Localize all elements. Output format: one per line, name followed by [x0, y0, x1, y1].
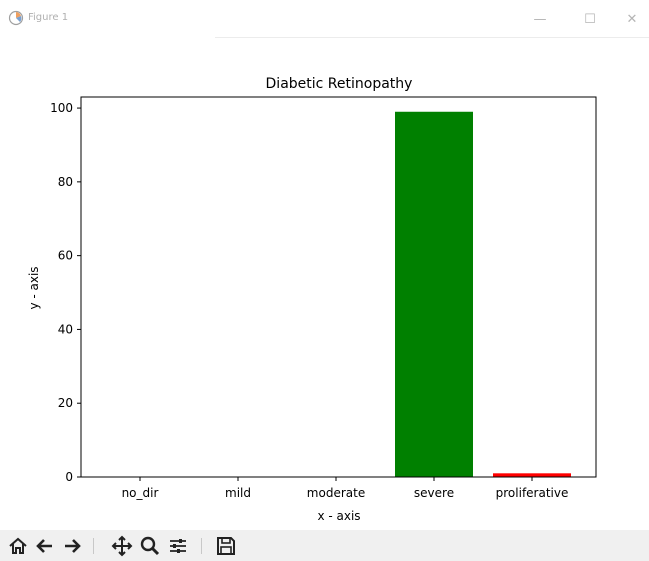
chart-title: Diabetic Retinopathy — [266, 76, 413, 92]
y-tick-label: 80 — [58, 175, 73, 189]
toolbar-separator — [93, 538, 94, 554]
minimize-button[interactable]: — — [533, 12, 547, 27]
x-axis-label: x - axis — [317, 509, 360, 523]
bar-chart: Diabetic Retinopathy x - axis y - axis n… — [27, 76, 597, 523]
back-button[interactable] — [33, 534, 57, 558]
maximize-button[interactable]: ☐ — [584, 12, 596, 27]
x-tick-label: moderate — [307, 486, 365, 500]
title-bar: Figure 1 — ☐ ✕ — [0, 0, 649, 40]
y-axis-label: y - axis — [27, 266, 41, 309]
configure-subplots-icon — [170, 539, 186, 553]
bar-severe — [395, 111, 473, 478]
y-tick-label: 40 — [58, 322, 73, 336]
matplotlib-logo-icon — [8, 10, 24, 26]
y-tick-label: 0 — [65, 470, 73, 484]
forward-arrow-icon — [65, 539, 81, 553]
navigation-toolbar — [0, 530, 649, 561]
forward-button[interactable] — [60, 534, 84, 558]
configure-subplots-button[interactable] — [166, 534, 190, 558]
title-bar-divider — [215, 37, 649, 38]
y-tick-label: 20 — [58, 396, 73, 410]
x-tick-label: severe — [414, 486, 454, 500]
zoom-magnifier-icon — [140, 536, 160, 556]
toolbar-separator — [201, 538, 202, 554]
zoom-button[interactable] — [138, 534, 162, 558]
plot-area-frame — [80, 96, 597, 478]
x-tick-label: no_dir — [122, 486, 159, 500]
close-button[interactable]: ✕ — [626, 12, 638, 27]
figure-canvas: Diabetic Retinopathy x - axis y - axis n… — [0, 40, 649, 527]
x-tick-label: mild — [225, 486, 251, 500]
bars-layer — [395, 111, 571, 478]
bar-proliferative — [493, 473, 571, 477]
pan-move-icon — [111, 535, 133, 557]
save-floppy-icon — [217, 537, 235, 555]
y-tick-label: 60 — [58, 249, 73, 263]
ticks-layer: no_dir mild moderate severe proliferative 0 20… — [50, 101, 568, 500]
back-arrow-icon — [36, 539, 52, 553]
home-icon — [9, 537, 27, 554]
y-tick-label: 100 — [50, 101, 73, 115]
window-title: Figure 1 — [28, 12, 69, 23]
pan-button[interactable] — [110, 534, 134, 558]
home-button[interactable] — [6, 534, 30, 558]
x-tick-label: proliferative — [496, 486, 569, 500]
save-button[interactable] — [214, 534, 238, 558]
